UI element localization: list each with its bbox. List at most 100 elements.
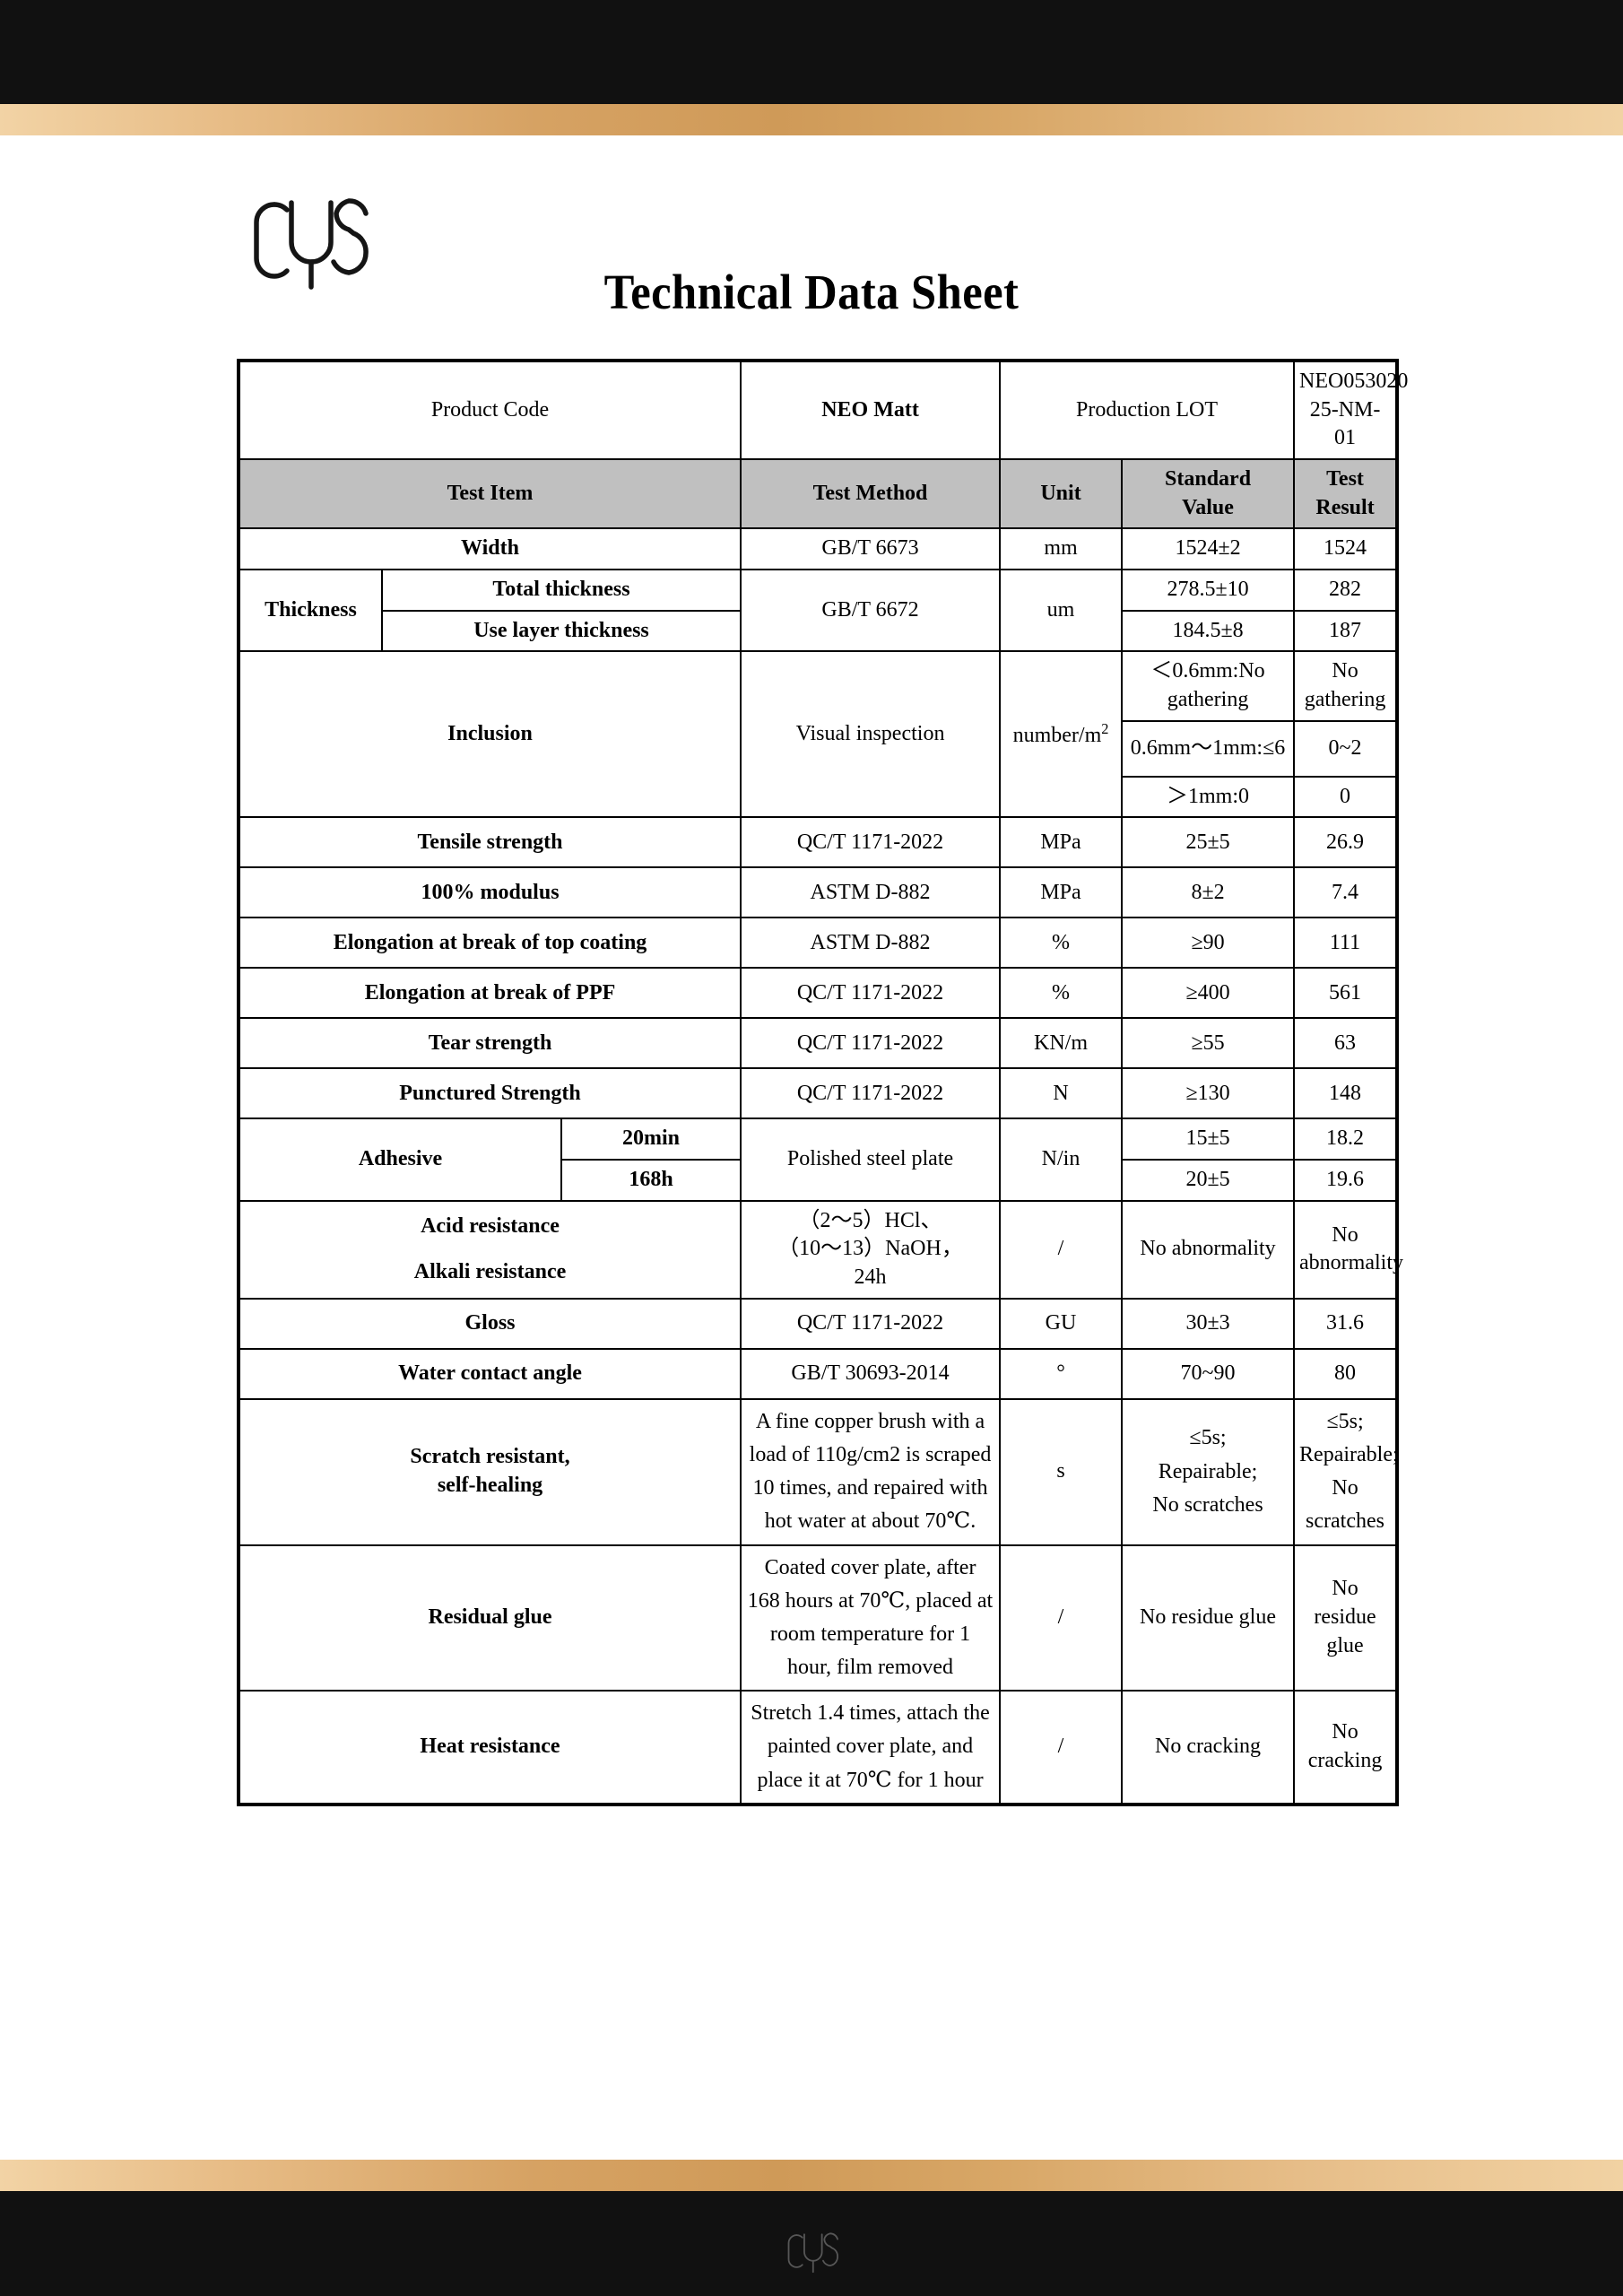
row-tensile-method: QC/T 1171-2022 [740,816,1002,869]
row-acid-alkali-result: No abnormality [1293,1199,1403,1300]
table-row-inclusion-3: ＞1mm:0 0 [239,775,1399,819]
row-elongation-ppf-item: Elongation at break of PPF [237,967,742,1020]
row-thickness-total-result: 282 [1293,569,1399,612]
row-acid-alkali-unit: / [999,1199,1124,1300]
row-elongation-ppf-unit: % [999,967,1124,1020]
table-row-scratch-self-healing: Scratch resistant, self-healing A fine c… [237,1397,1399,1546]
row-residual-glue-unit: / [999,1544,1124,1692]
row-punctured-result: 148 [1293,1067,1399,1120]
bottom-gold-band [0,2160,1623,2191]
row-modulus-standard: 8±2 [1121,866,1296,919]
row-inclusion-result-3: 0 [1293,775,1399,819]
row-heat-resistance-method: Stretch 1.4 times, attach the painted co… [740,1690,1002,1805]
scratch-item-line-1: Scratch resistant, [410,1445,570,1469]
row-inclusion-unit-exponent: 2 [1101,719,1109,737]
row-gloss-method: QC/T 1171-2022 [740,1297,1002,1350]
table-row-product-code: Product Code NEO Matt Production LOT NEO… [237,359,1408,461]
row-tensile-item: Tensile strength [237,816,742,869]
row-inclusion-unit-text: number/m [1012,723,1102,747]
bottom-black-band [0,2191,1623,2296]
production-lot-label: Production LOT [999,359,1296,461]
row-water-angle-result: 80 [1293,1347,1399,1400]
top-black-band [0,0,1623,104]
table-row-inclusion-2: 0.6mm～1mm:≤6 0~2 [239,719,1399,778]
inclusion-std1-line2: gathering [1167,688,1249,712]
row-adhesive-168h-item: 168h [560,1159,742,1202]
table-row-water-contact-angle: Water contact angle GB/T 30693-2014 ° 70… [237,1347,1399,1400]
row-inclusion-standard-1: ＜0.6mm:No gathering [1121,650,1296,722]
standard-value-line-1: Standard [1165,467,1252,491]
row-residual-glue-standard: No residue glue [1121,1544,1296,1692]
row-residual-glue-item: Residual glue [237,1544,742,1692]
row-tensile-result: 26.9 [1293,816,1399,869]
row-thickness-use-layer-standard: 184.5±8 [1121,609,1296,653]
row-width-item: Width [237,527,742,571]
row-inclusion-result-2: 0~2 [1293,719,1399,778]
table-row-width: Width GB/T 6673 mm 1524±2 1524 [237,527,1399,571]
row-punctured-method: QC/T 1171-2022 [740,1067,1002,1120]
product-code-label: Product Code [237,359,742,461]
product-code-value: NEO Matt [740,359,1002,461]
row-punctured-item: Punctured Strength [237,1067,742,1120]
acid-resistance-label: Acid resistance [421,1213,560,1238]
alkali-resistance-label: Alkali resistance [413,1260,567,1284]
row-acid-alkali-method: （2～5）HCl、 （10～13）NaOH， 24h [740,1199,1002,1300]
row-scratch-method: A fine copper brush with a load of 110g/… [740,1397,1002,1546]
row-adhesive-method: Polished steel plate [740,1118,1002,1202]
scratch-std-line-1: ≤5s; [1189,1426,1227,1450]
row-heat-resistance-result: No cracking [1293,1690,1399,1805]
row-elongation-top-unit: % [999,917,1124,970]
scratch-res-line-2: Repairable; No [1299,1442,1399,1500]
row-elongation-ppf-result: 561 [1293,967,1399,1020]
row-modulus-unit: MPa [999,866,1124,919]
table-row-adhesive-20min: Adhesive 20min Polished steel plate N/in… [238,1118,1399,1202]
row-adhesive-unit: N/in [999,1118,1124,1202]
scratch-res-line-3: scratches [1306,1509,1384,1534]
row-water-angle-method: GB/T 30693-2014 [740,1347,1002,1400]
row-tear-item: Tear strength [237,1017,742,1070]
footer-cys-logo-icon [777,2217,846,2285]
row-width-method: GB/T 6673 [740,527,1002,571]
row-gloss-standard: 30±3 [1121,1297,1296,1350]
row-adhesive-20min-standard: 15±5 [1121,1118,1296,1161]
row-heat-resistance-item: Heat resistance [237,1690,742,1805]
top-gold-band [0,104,1623,135]
row-punctured-standard: ≥130 [1121,1067,1296,1120]
row-adhesive-168h-result: 19.6 [1293,1159,1399,1202]
row-residual-glue-method: Coated cover plate, after 168 hours at 7… [740,1544,1002,1692]
row-inclusion-standard-2: 0.6mm～1mm:≤6 [1121,719,1296,778]
row-thickness-method: GB/T 6672 [740,569,1002,653]
row-modulus-item: 100% modulus [237,866,742,919]
table-row-acid-alkali-resistance: Acid resistance Alkali resistance （2～5）H… [237,1199,1403,1300]
row-tear-result: 63 [1293,1017,1399,1070]
table-header-row: Test Item Test Method Unit Standard Valu… [237,458,1399,530]
row-width-standard: 1524±2 [1121,527,1296,571]
standard-value-line-2: Value [1182,495,1234,519]
row-tear-method: QC/T 1171-2022 [740,1017,1002,1070]
row-thickness-unit: um [999,569,1124,653]
lot-line-1: NEO053020 [1299,370,1409,393]
table-row-residual-glue: Residual glue Coated cover plate, after … [237,1544,1399,1692]
row-residual-glue-result: No residue glue [1293,1544,1399,1692]
row-modulus-method: ASTM D-882 [740,866,1002,919]
row-elongation-top-method: ASTM D-882 [740,917,1002,970]
column-header-test-item: Test Item [237,458,742,530]
page-title: Technical Data Sheet [603,265,1020,319]
acid-method-line-3: 24h [854,1265,887,1290]
column-header-standard-value: Standard Value [1121,458,1296,530]
row-scratch-standard: ≤5s; Repairable; No scratches [1121,1397,1296,1546]
table-row-punctured-strength: Punctured Strength QC/T 1171-2022 N ≥130… [237,1067,1399,1120]
row-elongation-top-item: Elongation at break of top coating [237,917,742,970]
row-inclusion-standard-3: ＞1mm:0 [1121,775,1296,819]
row-tensile-standard: 25±5 [1121,816,1296,869]
scratch-res-line-1: ≤5s; [1326,1409,1364,1433]
column-header-test-method: Test Method [740,458,1002,530]
table-row-elongation-top-coating: Elongation at break of top coating ASTM … [237,917,1399,970]
table-row-modulus: 100% modulus ASTM D-882 MPa 8±2 7.4 [237,866,1399,919]
row-acid-alkali-item: Acid resistance Alkali resistance [237,1199,742,1300]
row-elongation-top-standard: ≥90 [1121,917,1296,970]
table-row-thickness-total: Thickness Total thickness GB/T 6672 um 2… [238,569,1399,653]
table-row-inclusion-1: Inclusion Visual inspection number/m2 ＜0… [237,650,1399,819]
row-inclusion-method: Visual inspection [740,650,1002,819]
row-inclusion-item: Inclusion [237,650,742,819]
